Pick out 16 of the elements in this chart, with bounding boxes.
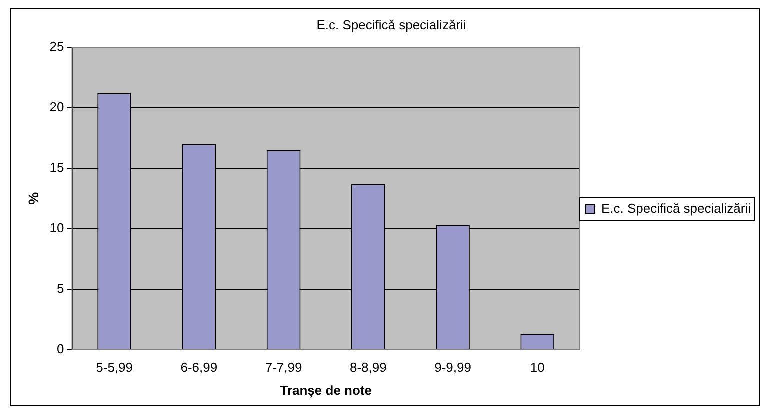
x-axis-title: Tranşe de note bbox=[280, 382, 372, 398]
x-tick-label: 9-9,99 bbox=[434, 360, 472, 376]
y-tick-label: 10 bbox=[50, 220, 64, 236]
y-tick-label: 0 bbox=[57, 341, 64, 356]
y-axis-title: % bbox=[25, 192, 42, 205]
x-tick-label: 6-6,99 bbox=[180, 360, 218, 376]
chart-title: E.c. Specifică specializării bbox=[316, 17, 466, 32]
legend-label: E.c. Specifică specializării bbox=[601, 201, 752, 216]
y-tick-label: 25 bbox=[50, 39, 64, 54]
y-tick-label: 15 bbox=[50, 160, 64, 176]
y-tick-label: 20 bbox=[50, 100, 64, 115]
y-tick-label: 5 bbox=[57, 280, 64, 296]
x-tick-label: 10 bbox=[530, 360, 545, 376]
x-tick-label: 8-8,99 bbox=[350, 360, 387, 376]
x-tick-label: 7-7,99 bbox=[265, 360, 302, 376]
x-tick-label: 5-5,99 bbox=[96, 360, 134, 376]
